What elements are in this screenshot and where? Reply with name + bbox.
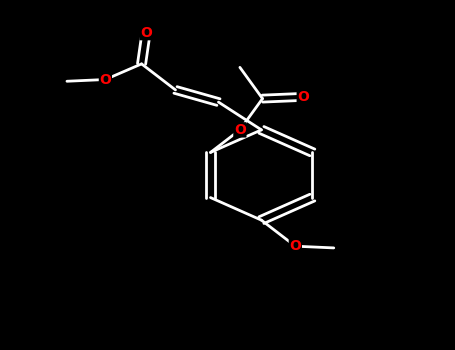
Text: O: O: [140, 26, 152, 40]
Text: O: O: [289, 239, 301, 253]
Text: O: O: [234, 123, 246, 137]
Text: O: O: [100, 72, 111, 86]
Text: O: O: [297, 90, 309, 104]
